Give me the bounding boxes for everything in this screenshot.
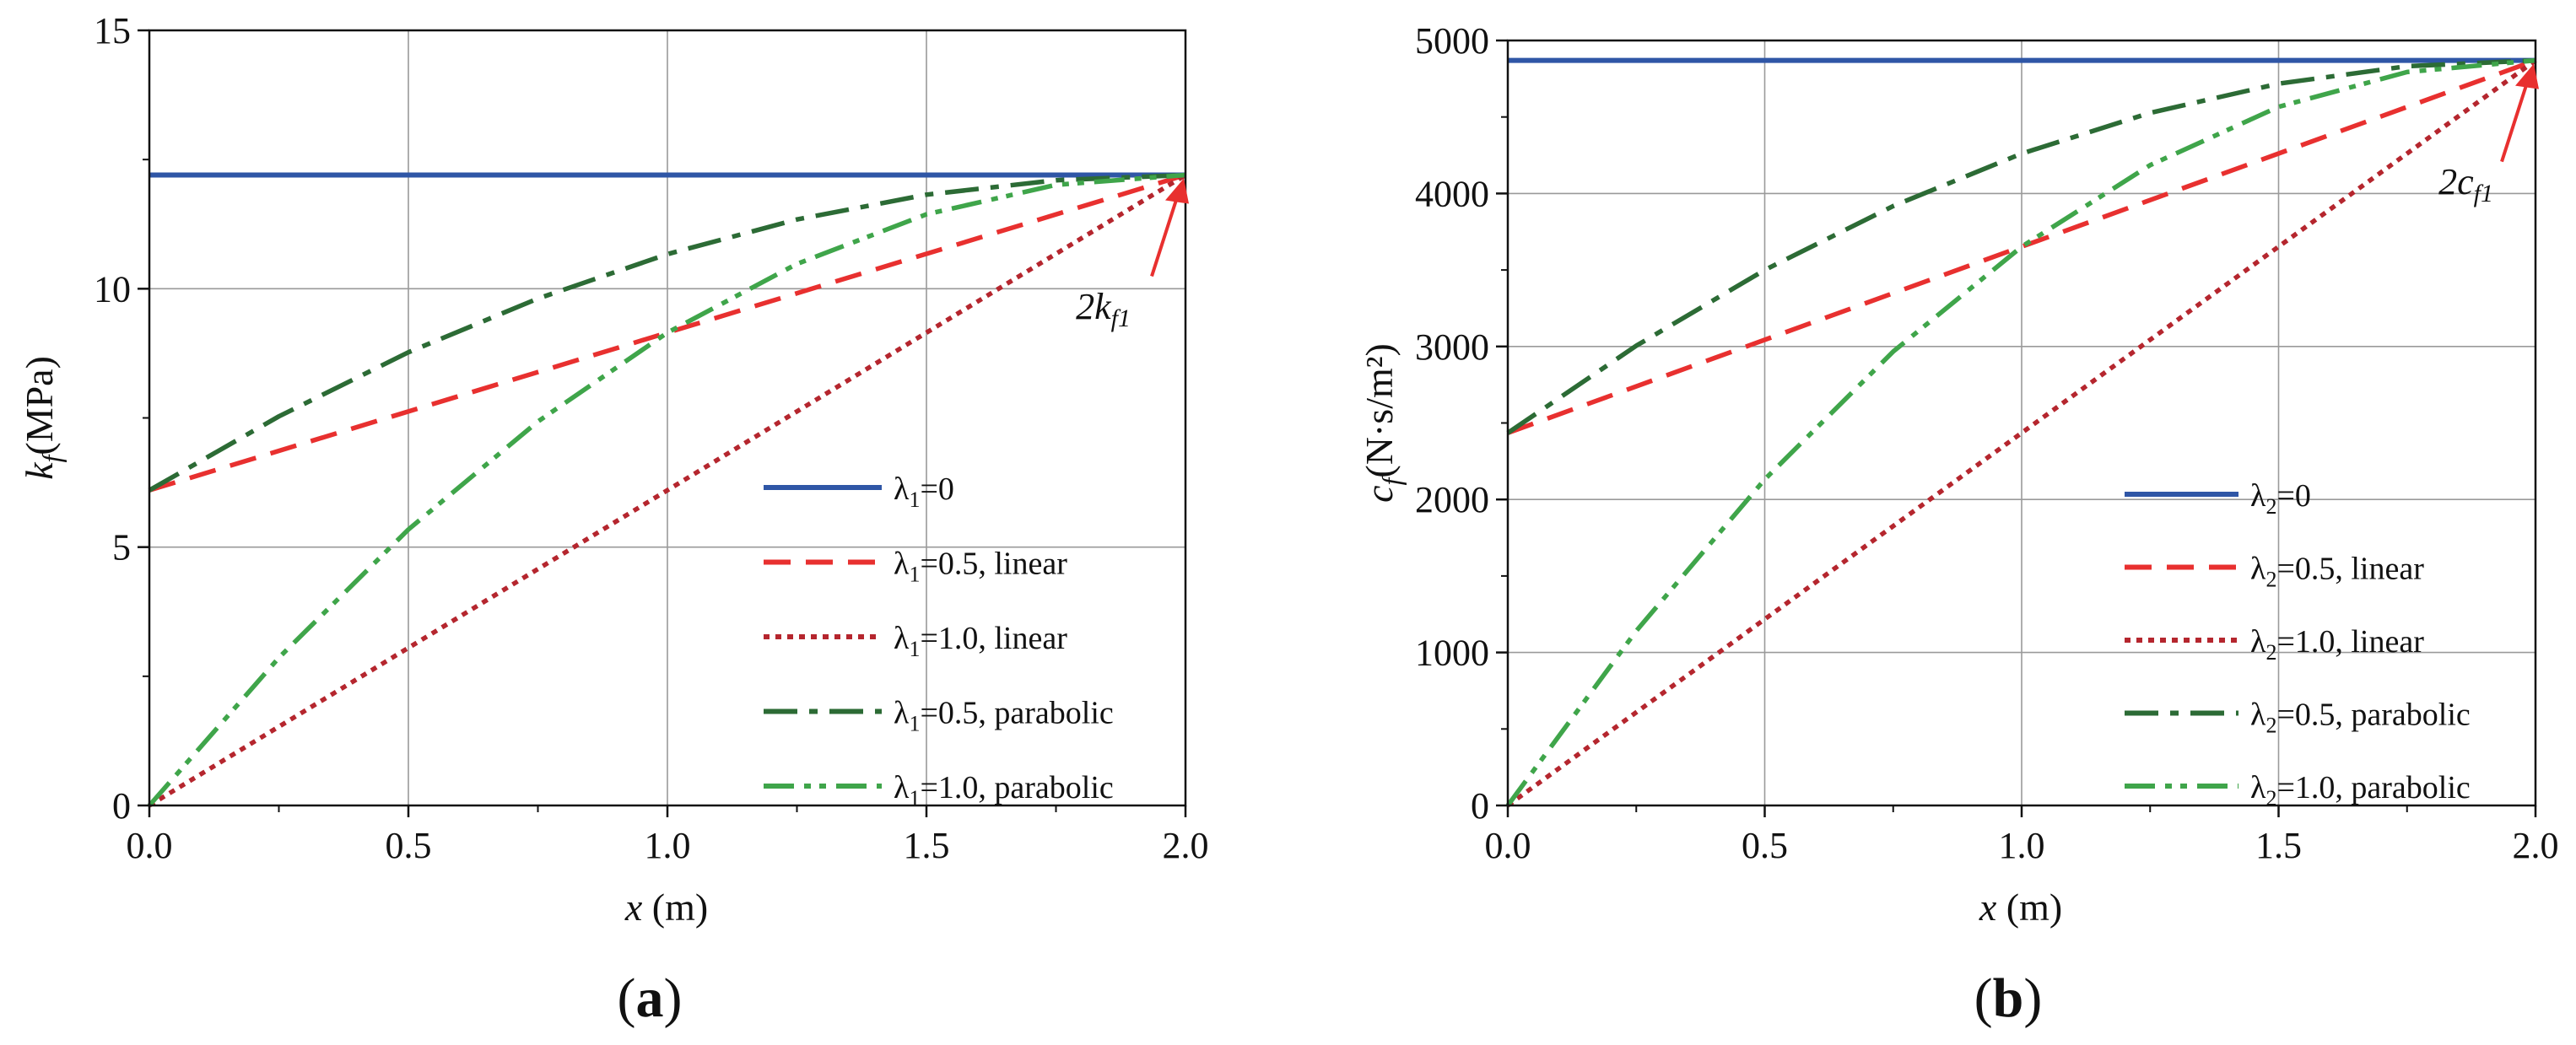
series-line-a-3	[148, 172, 1186, 493]
y-tick-label: 0	[112, 785, 131, 827]
y-tick-label: 2000	[1415, 479, 1489, 520]
legend-label-3: λ2=0.5, parabolic	[2250, 698, 2471, 738]
x-tick-label: 1.0	[645, 825, 691, 866]
legend-label-4: λ1=1.0, parabolic	[894, 770, 1114, 811]
x-tick-label: 1.5	[2255, 825, 2302, 866]
series-line-a-1	[149, 172, 1186, 493]
legend-label-4: λ2=1.0, parabolic	[2250, 770, 2471, 811]
x-tick-label: 1.0	[1999, 825, 2045, 866]
x-tick-label: 0.5	[386, 825, 432, 866]
x-axis-label: x (m)	[624, 886, 708, 929]
panel-label-b: (b)	[1974, 967, 2043, 1029]
y-axis-label: kf(MPa)	[18, 356, 67, 480]
y-tick-label: 3000	[1415, 326, 1489, 368]
y-tick-label: 0	[1471, 785, 1489, 827]
x-tick-label: 1.5	[904, 825, 950, 866]
legend-label-0: λ2=0	[2250, 478, 2311, 519]
legend: λ2=0 λ2=0.5, linear λ2=1.0, linear λ2=0.5, …	[2125, 478, 2471, 811]
series-line-b-3	[1506, 57, 2536, 435]
legend: λ1=0 λ1=0.5, linear λ1=1.0, linear λ1=0.5, …	[764, 471, 1114, 811]
y-tick-label: 5	[112, 527, 131, 568]
x-axis-label: x (m)	[1979, 886, 2062, 929]
y-tick-label: 5000	[1415, 20, 1489, 62]
annotation-arrow-head	[1165, 178, 1189, 204]
x-tick-label: 0.5	[1742, 825, 1788, 866]
y-tick-label: 4000	[1415, 173, 1489, 214]
legend-label-2: λ2=1.0, linear	[2250, 624, 2424, 665]
series-line-a-2	[148, 173, 1187, 808]
panel-label-a: (a)	[618, 967, 683, 1029]
legend-label-1: λ1=0.5, linear	[894, 547, 1067, 587]
annotation-label: 2kf1	[1076, 286, 1131, 332]
legend-label-2: λ1=1.0, linear	[894, 621, 1067, 661]
legend-label-0: λ1=0	[894, 471, 954, 512]
series-line-b-4	[1505, 57, 2536, 807]
annotation-arrow-head	[2515, 63, 2539, 89]
legend-label-1: λ2=0.5, linear	[2250, 552, 2424, 592]
annotation-label: 2cf1	[2438, 161, 2493, 207]
y-tick-label: 10	[94, 268, 131, 310]
legend-label-3: λ1=0.5, parabolic	[894, 696, 1114, 736]
y-tick-label: 1000	[1415, 633, 1489, 674]
y-tick-label: 15	[94, 10, 131, 51]
x-tick-label: 0.0	[127, 825, 173, 866]
y-axis-label: cf(N·s/m²)	[1358, 343, 1407, 503]
x-tick-label: 0.0	[1485, 825, 1531, 866]
chart-panel-b: 0.0 0.5 1.0 1.5 2.0 0 1000 2000 3000 4000 5000 x (m…	[1358, 20, 2559, 929]
x-tick-label: 2.0	[1163, 825, 1209, 866]
series-line-b-1	[1507, 58, 2536, 435]
x-tick-label: 2.0	[2513, 825, 2559, 866]
